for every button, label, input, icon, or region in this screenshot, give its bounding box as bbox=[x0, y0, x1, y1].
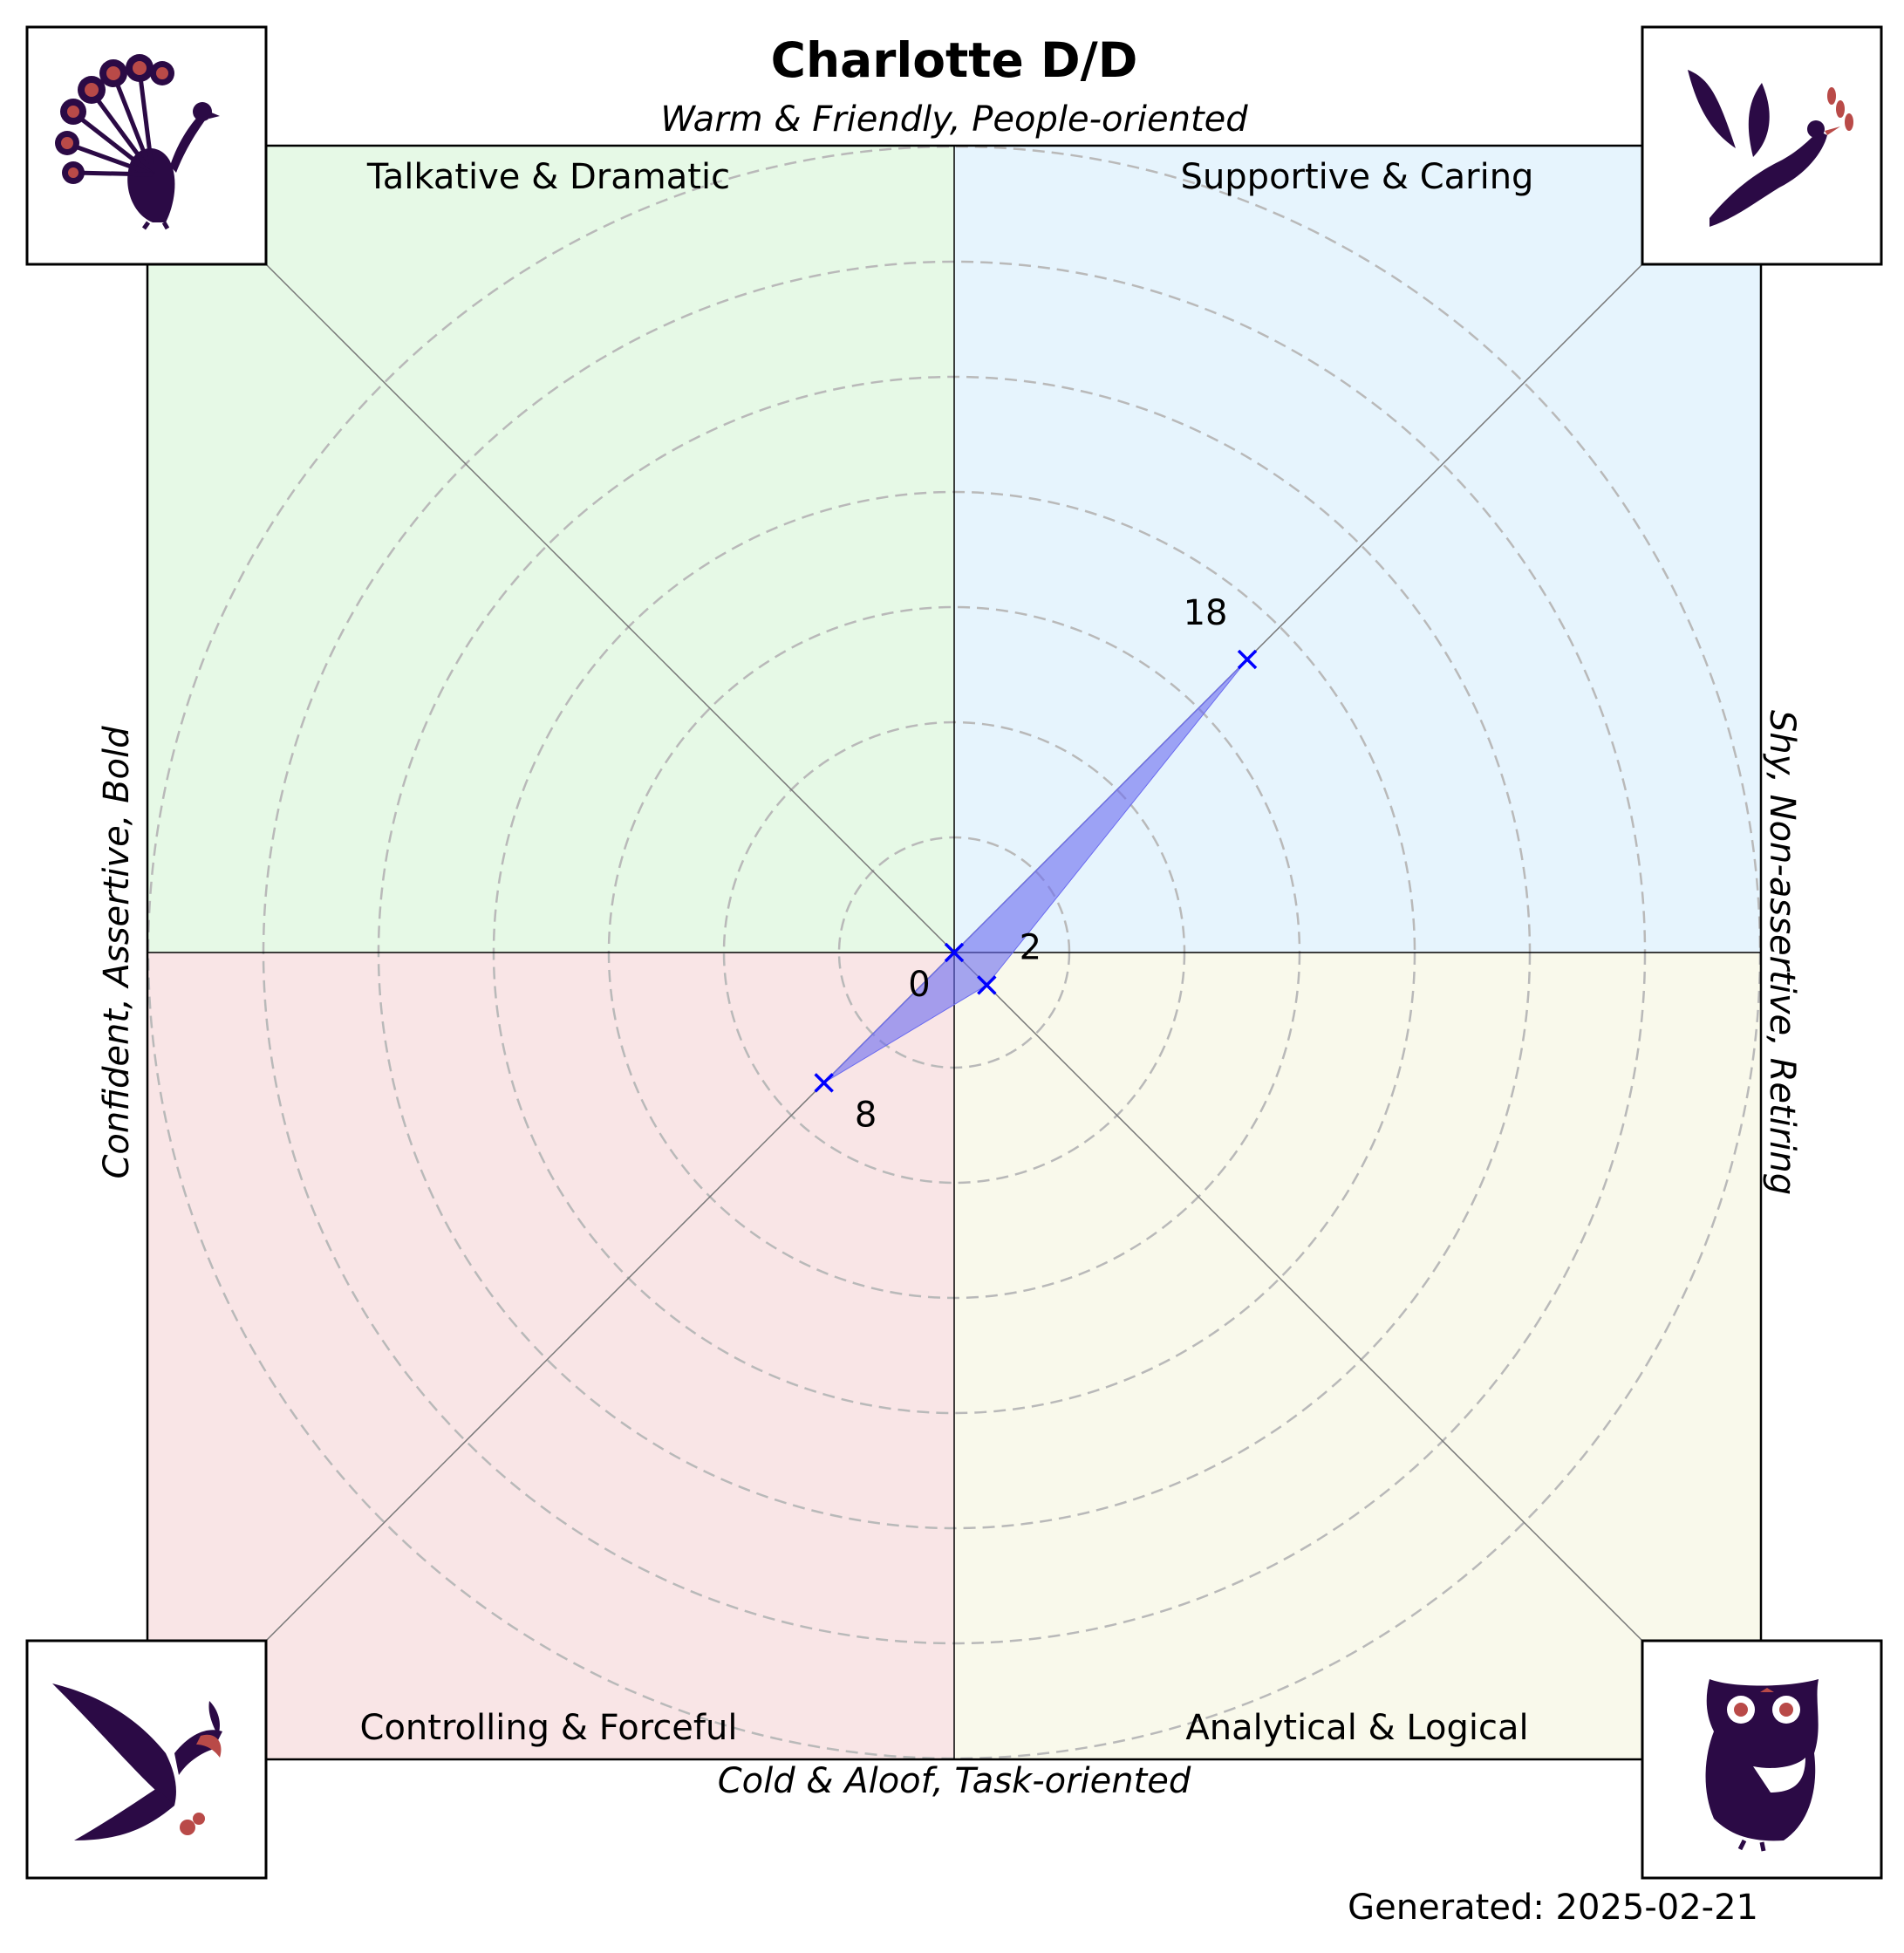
owl-icon bbox=[1641, 1639, 1883, 1880]
axis-label-left: Confident, Assertive, Bold bbox=[97, 726, 137, 1179]
eagle-icon bbox=[25, 1639, 268, 1880]
data-point-bl bbox=[814, 1073, 834, 1093]
axis-label-top: Warm & Friendly, People-oriented bbox=[660, 99, 1248, 140]
axis-label-bottom: Cold & Aloof, Task-oriented bbox=[718, 1761, 1191, 1801]
quadrant-label-analytical: Analytical & Logical bbox=[1185, 1708, 1528, 1748]
value-label-br: 2 bbox=[1020, 927, 1041, 967]
peacock-icon bbox=[25, 25, 268, 266]
quadrant-label-controlling: Controlling & Forceful bbox=[360, 1708, 738, 1748]
quadrant-label-supportive: Supportive & Caring bbox=[1181, 157, 1534, 197]
generated-date: Generated: 2025-02-21 bbox=[1348, 1888, 1758, 1928]
value-label-tr: 18 bbox=[1184, 593, 1228, 633]
dove-icon bbox=[1641, 25, 1883, 266]
value-label-bl: 8 bbox=[855, 1095, 877, 1135]
data-point-tl bbox=[944, 942, 965, 963]
score-series: 0 18 2 8 bbox=[814, 593, 1258, 1135]
axis-label-right: Shy, Non-assertive, Retiring bbox=[1762, 710, 1802, 1195]
value-label-tl: 0 bbox=[908, 965, 930, 1005]
data-point-tr bbox=[1237, 649, 1258, 670]
plot-frame bbox=[146, 144, 1763, 1761]
chart-title: Charlotte D/D bbox=[771, 32, 1138, 88]
quadrant-label-talkative: Talkative & Dramatic bbox=[366, 157, 730, 197]
data-point-br bbox=[977, 975, 997, 995]
